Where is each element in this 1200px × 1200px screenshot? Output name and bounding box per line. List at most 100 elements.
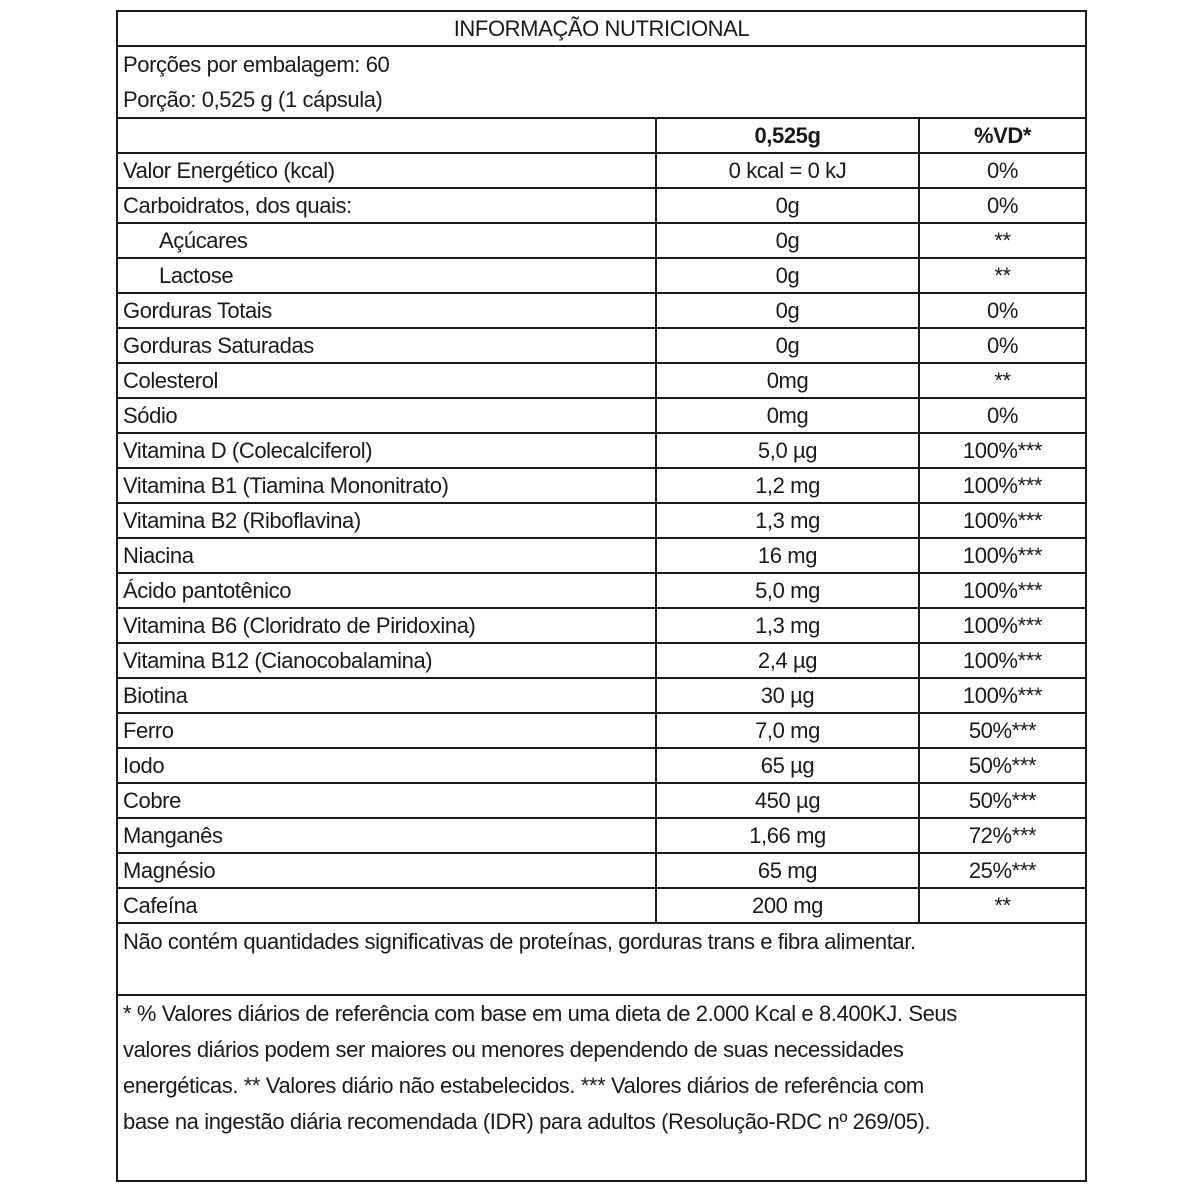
nutrient-name: Açúcares	[116, 222, 657, 259]
portion-info: Porções por embalagem: 60 Porção: 0,525 …	[115, 45, 1088, 119]
header-blank	[116, 117, 657, 154]
footnote-line: base na ingestão diária recomendada (IDR…	[123, 1109, 931, 1134]
nutrient-dv: **	[917, 362, 1088, 399]
serving-size: Porção: 0,525 g (1 cápsula)	[123, 87, 383, 112]
table-row: Cobre 450 µg 50%***	[116, 782, 1088, 819]
footnote-line: energéticas. ** Valores diário não estab…	[123, 1073, 924, 1098]
nutrient-name: Valor Energético (kcal)	[116, 152, 657, 189]
table-row: Colesterol 0mg **	[116, 362, 1088, 399]
footnote-line: * % Valores diários de referência com ba…	[123, 1001, 957, 1026]
nutrient-dv: 100%***	[917, 677, 1088, 714]
nutrient-amount: 5,0 mg	[655, 572, 920, 609]
nutrient-amount: 65 mg	[655, 852, 920, 889]
nutrient-name: Niacina	[116, 537, 657, 574]
nutrient-dv: 100%***	[917, 467, 1088, 504]
table-row: Vitamina B2 (Riboflavina) 1,3 mg 100%***	[116, 502, 1088, 539]
nutrient-amount: 1,3 mg	[655, 502, 920, 539]
table-row: Gorduras Totais 0g 0%	[116, 292, 1088, 329]
nutrient-amount: 7,0 mg	[655, 712, 920, 749]
nutrient-dv: 50%***	[917, 747, 1088, 784]
nutrient-amount: 65 µg	[655, 747, 920, 784]
nutrient-amount: 1,66 mg	[655, 817, 920, 854]
table-row: Iodo 65 µg 50%***	[116, 747, 1088, 784]
nutrient-amount: 30 µg	[655, 677, 920, 714]
table-row: Vitamina B12 (Cianocobalamina) 2,4 µg 10…	[116, 642, 1088, 679]
table-row: Biotina 30 µg 100%***	[116, 677, 1088, 714]
nutrient-amount: 450 µg	[655, 782, 920, 819]
nutrient-dv: 25%***	[917, 852, 1088, 889]
header-amount: 0,525g	[655, 117, 920, 154]
nutrient-amount: 5,0 µg	[655, 432, 920, 469]
nutrient-dv: 0%	[917, 292, 1088, 329]
footnote-line: valores diários podem ser maiores ou men…	[123, 1037, 904, 1062]
nutrient-dv: 100%***	[917, 502, 1088, 539]
nutrient-dv: 50%***	[917, 782, 1088, 819]
nutrient-dv: 72%***	[917, 817, 1088, 854]
header-dv: %VD*	[917, 117, 1088, 154]
nutrient-dv: **	[917, 257, 1088, 294]
nutrient-dv: 50%***	[917, 712, 1088, 749]
nutrient-amount: 1,2 mg	[655, 467, 920, 504]
nutrient-amount: 0mg	[655, 397, 920, 434]
nutrient-dv: 0%	[917, 187, 1088, 224]
nutrient-amount: 0g	[655, 257, 920, 294]
table-row: Açúcares 0g **	[116, 222, 1088, 259]
nutrient-name: Iodo	[116, 747, 657, 784]
table-row: Vitamina B6 (Cloridrato de Piridoxina) 1…	[116, 607, 1088, 644]
nutrient-amount: 0 kcal = 0 kJ	[655, 152, 920, 189]
nutrient-amount: 0g	[655, 327, 920, 364]
table-row: Ácido pantotênico 5,0 mg 100%***	[116, 572, 1088, 609]
table-row: Magnésio 65 mg 25%***	[116, 852, 1088, 889]
table-row: Ferro 7,0 mg 50%***	[116, 712, 1088, 749]
table-row: Manganês 1,66 mg 72%***	[116, 817, 1088, 854]
table-row: Valor Energético (kcal) 0 kcal = 0 kJ 0%	[116, 152, 1088, 189]
nutrient-name: Sódio	[116, 397, 657, 434]
nutrient-name: Biotina	[116, 677, 657, 714]
nutrient-amount: 2,4 µg	[655, 642, 920, 679]
table-row: Gorduras Saturadas 0g 0%	[116, 327, 1088, 364]
nutrient-name: Ferro	[116, 712, 657, 749]
nutrient-dv: 100%***	[917, 572, 1088, 609]
nutrient-name: Vitamina B6 (Cloridrato de Piridoxina)	[116, 607, 657, 644]
nutrient-name: Magnésio	[116, 852, 657, 889]
nutrient-amount: 0mg	[655, 362, 920, 399]
nutrient-amount: 1,3 mg	[655, 607, 920, 644]
table-row: Lactose 0g **	[116, 257, 1088, 294]
nutrient-name: Vitamina D (Colecalciferol)	[116, 432, 657, 469]
nutrient-dv: **	[917, 222, 1088, 259]
nutrient-dv: 0%	[917, 152, 1088, 189]
nutrient-dv: 100%***	[917, 642, 1088, 679]
nutrient-dv: 100%***	[917, 537, 1088, 574]
nutrient-name: Ácido pantotênico	[116, 572, 657, 609]
nutrient-amount: 200 mg	[655, 887, 920, 924]
nutrient-dv: 0%	[917, 327, 1088, 364]
nutrient-name: Vitamina B1 (Tiamina Mononitrato)	[116, 467, 657, 504]
nutrient-dv: 100%***	[917, 607, 1088, 644]
servings-per-package: Porções por embalagem: 60	[123, 52, 390, 77]
nutrient-dv: **	[917, 887, 1088, 924]
table-row: Vitamina B1 (Tiamina Mononitrato) 1,2 mg…	[116, 467, 1088, 504]
nutrient-name: Colesterol	[116, 362, 657, 399]
nutrient-amount: 0g	[655, 222, 920, 259]
nutrient-name: Cafeína	[116, 887, 657, 924]
nutrient-name: Lactose	[116, 257, 657, 294]
nutrition-table: INFORMAÇÃO NUTRICIONAL Porções por embal…	[115, 10, 1088, 1182]
table-row: Niacina 16 mg 100%***	[116, 537, 1088, 574]
note-text: Não contém quantidades significativas de…	[115, 922, 1088, 996]
nutrient-dv: 100%***	[917, 432, 1088, 469]
table-row: Cafeína 200 mg **	[116, 887, 1088, 924]
footnote: * % Valores diários de referência com ba…	[115, 994, 1088, 1182]
nutrient-name: Gorduras Totais	[116, 292, 657, 329]
nutrient-dv: 0%	[917, 397, 1088, 434]
nutrient-name: Vitamina B2 (Riboflavina)	[116, 502, 657, 539]
nutrient-name: Cobre	[116, 782, 657, 819]
table-row: Carboidratos, dos quais: 0g 0%	[116, 187, 1088, 224]
nutrient-name: Gorduras Saturadas	[116, 327, 657, 364]
nutrient-amount: 0g	[655, 187, 920, 224]
nutrient-amount: 0g	[655, 292, 920, 329]
table-row: Sódio 0mg 0%	[116, 397, 1088, 434]
nutrient-name: Carboidratos, dos quais:	[116, 187, 657, 224]
table-row: Vitamina D (Colecalciferol) 5,0 µg 100%*…	[116, 432, 1088, 469]
table-title: INFORMAÇÃO NUTRICIONAL	[115, 10, 1088, 47]
nutrient-amount: 16 mg	[655, 537, 920, 574]
